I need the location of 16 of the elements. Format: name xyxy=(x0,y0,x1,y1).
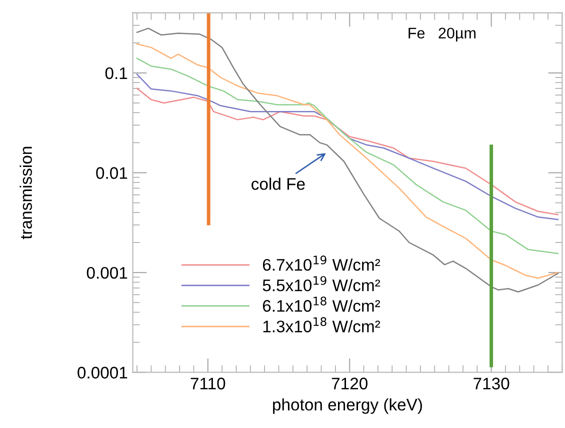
y-tick-label: 0.01 xyxy=(96,167,128,179)
legend-label: 6.1x10$^{18}$ W/cm² xyxy=(262,296,380,312)
x-tick-label: 7120 xyxy=(332,378,368,390)
x-axis-title: photon energy (keV) xyxy=(273,398,422,414)
legend-label: 5.5x10$^{19}$ W/cm² xyxy=(262,276,380,292)
y-axis-title: transmission xyxy=(20,146,32,240)
x-tick-label: 7130 xyxy=(474,378,510,390)
line-series xyxy=(136,58,559,254)
annotation: cold Fe xyxy=(252,178,305,190)
legend-label: 1.3x10$^{18}$ W/cm² xyxy=(263,317,380,332)
y-tick-label: 0.0001 xyxy=(78,366,128,379)
legend-label: 6.7x10$^{19}$ W/cm² xyxy=(262,256,380,271)
y-tick-label: 0.1 xyxy=(105,67,128,80)
annotation: Fe 20µm xyxy=(408,28,476,42)
x-tick-label: 7110 xyxy=(190,378,226,390)
y-tick-label: 0.001 xyxy=(86,266,128,279)
